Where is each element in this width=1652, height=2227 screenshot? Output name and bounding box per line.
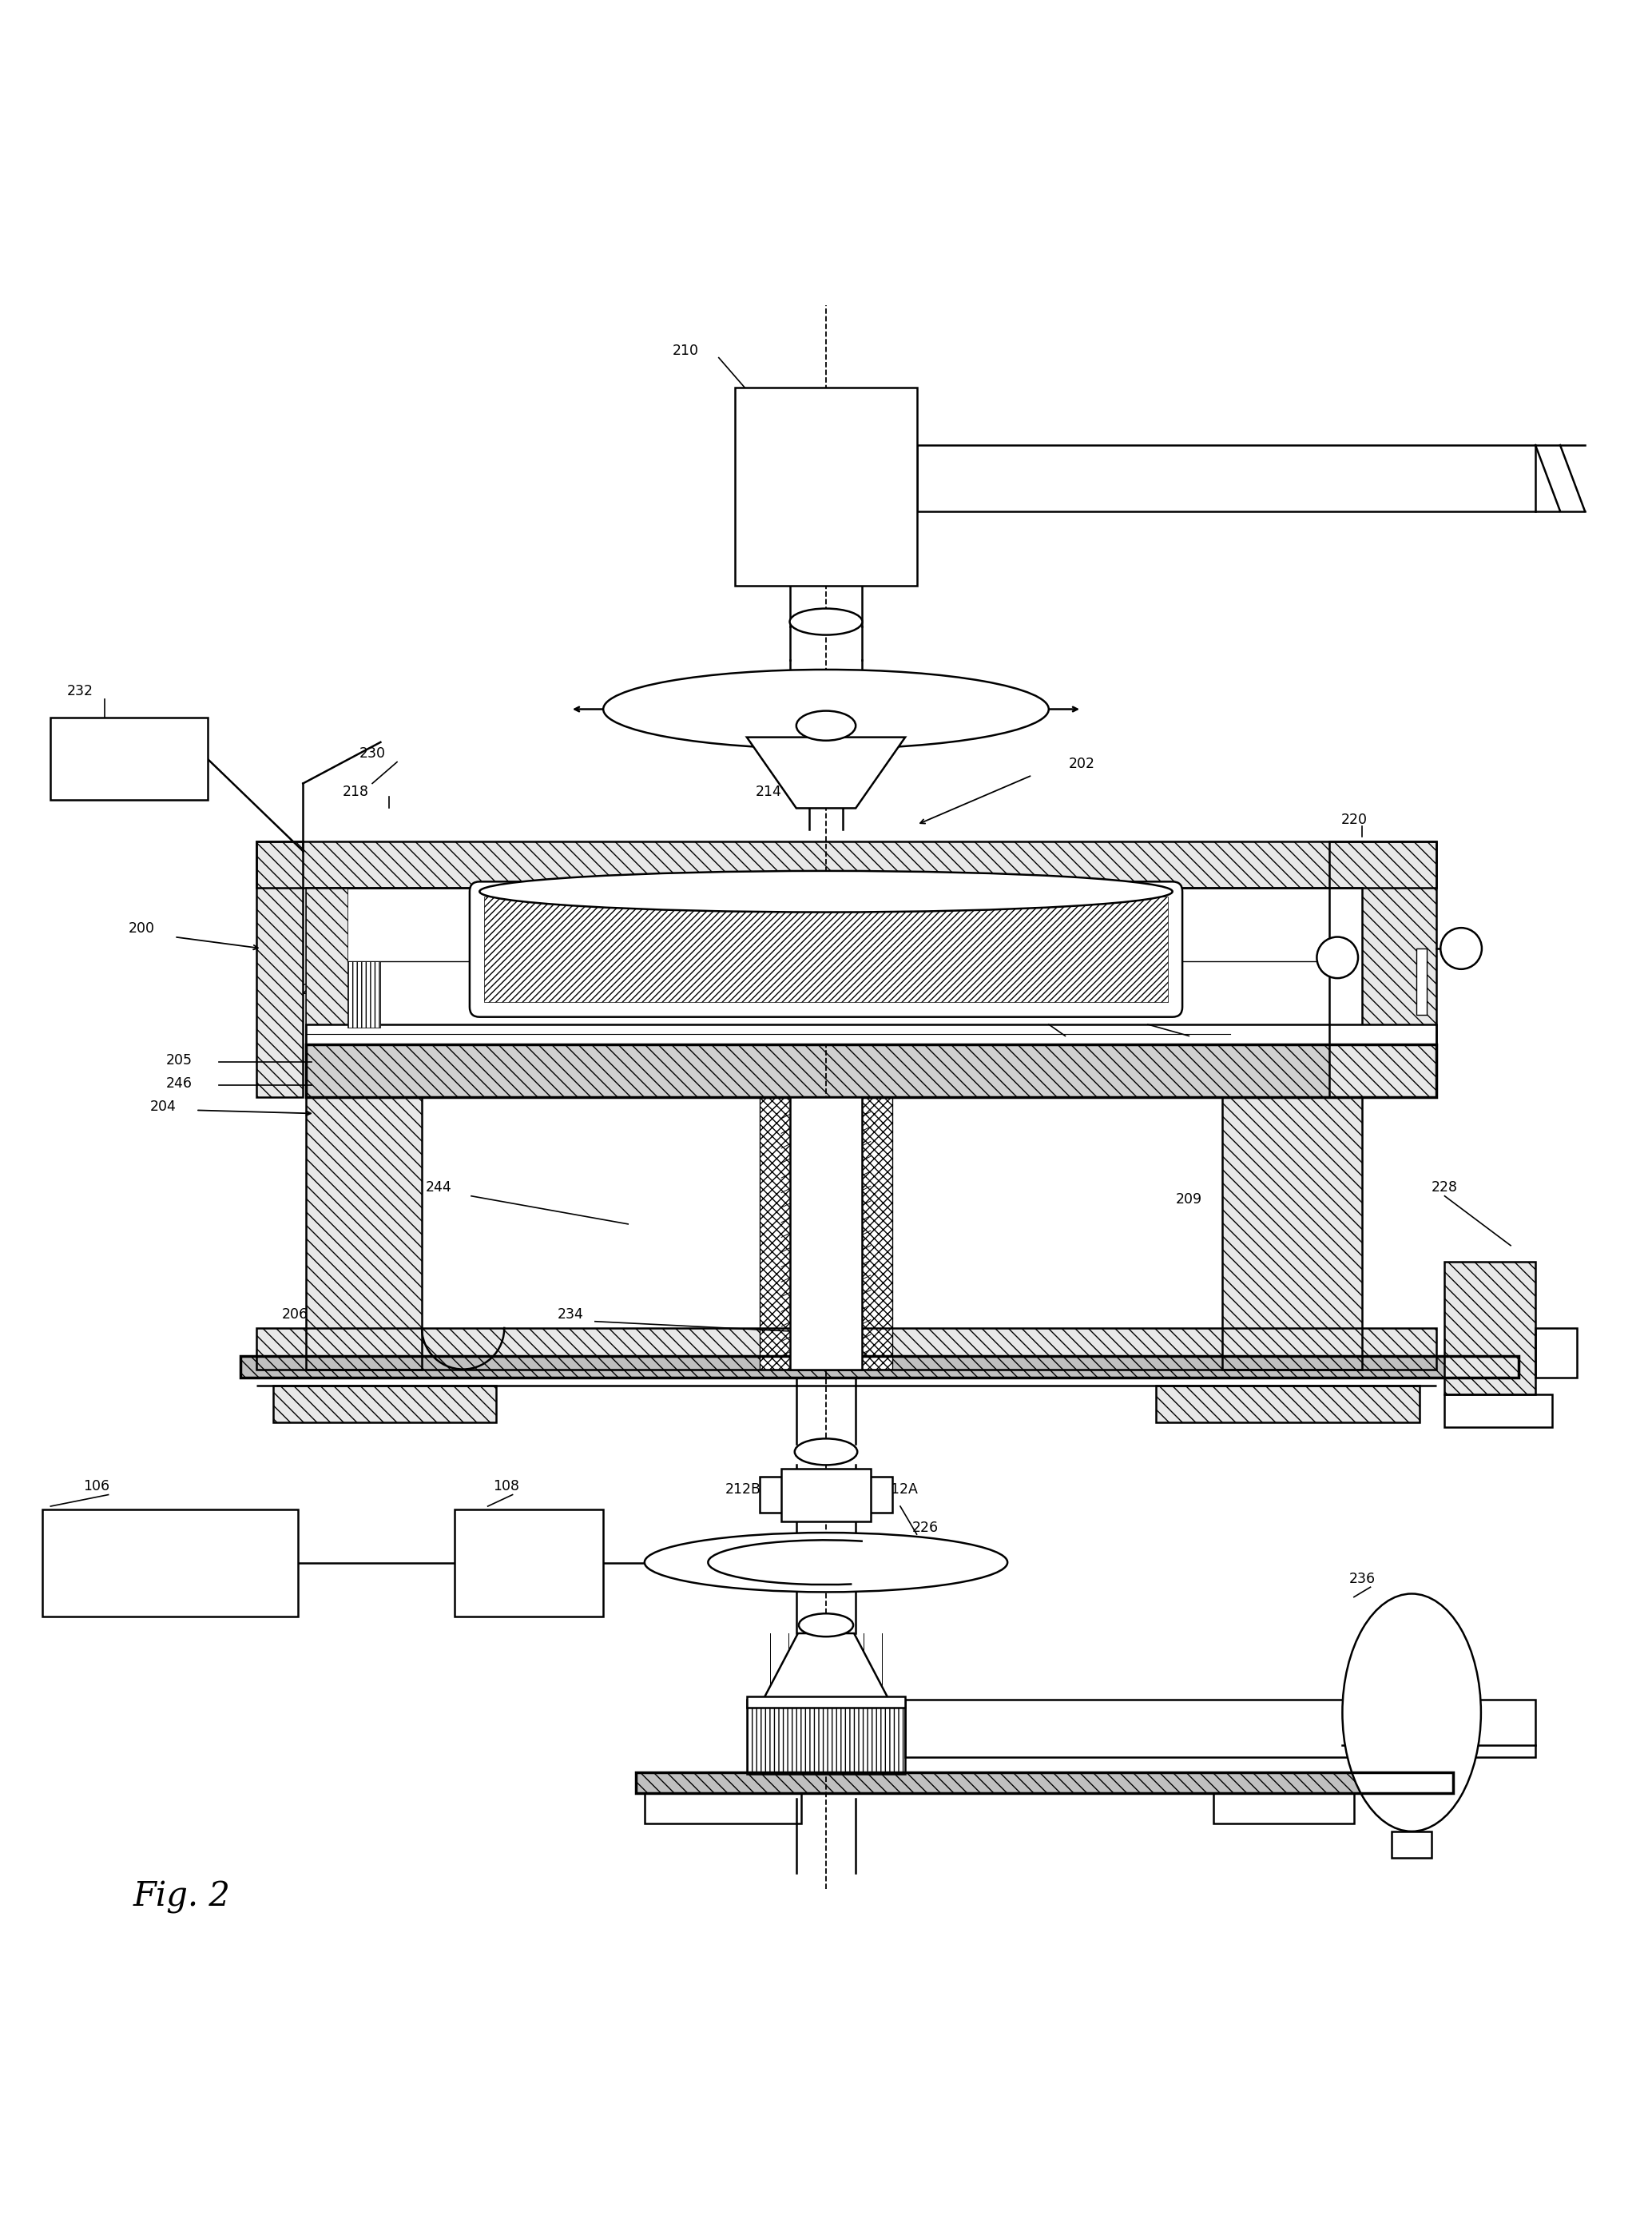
Bar (1222, 1098, 1363, 1370)
Text: 226: 226 (912, 1521, 938, 1534)
Bar (1444, 1394, 1551, 1428)
Bar (1156, 1385, 1421, 1423)
Polygon shape (763, 1632, 889, 1699)
Bar (273, 1385, 496, 1423)
Bar (306, 1098, 421, 1370)
Ellipse shape (479, 871, 1173, 913)
Text: 234: 234 (557, 1307, 583, 1323)
Text: 242: 242 (116, 750, 142, 766)
Bar (256, 842, 1437, 886)
Bar (43, 1510, 297, 1617)
Bar (256, 842, 302, 1098)
Text: 108: 108 (492, 1479, 519, 1494)
Text: 206: 206 (281, 1307, 307, 1323)
Text: Fig. 2: Fig. 2 (134, 1880, 230, 1915)
Bar (306, 886, 347, 1044)
Text: 214: 214 (755, 784, 781, 799)
Bar (1214, 1793, 1355, 1824)
Text: 209: 209 (1176, 1191, 1203, 1207)
Bar (347, 962, 380, 1027)
Bar (1330, 842, 1437, 1098)
Text: 228: 228 (1432, 1180, 1457, 1196)
Bar (484, 897, 1168, 1002)
Bar (1393, 1831, 1432, 1857)
Text: 212A: 212A (882, 1483, 919, 1497)
Text: 218: 218 (1110, 1011, 1137, 1024)
Ellipse shape (790, 608, 862, 635)
Ellipse shape (1441, 929, 1482, 969)
Text: 218: 218 (342, 784, 368, 799)
Text: 205: 205 (167, 1053, 193, 1069)
Bar (905, 1699, 1535, 1757)
Text: 212B: 212B (725, 1483, 762, 1497)
Bar (1444, 1263, 1535, 1394)
Bar (306, 1044, 1437, 1098)
Text: 203: 203 (301, 982, 327, 998)
Bar (1214, 1793, 1355, 1824)
Text: 230: 230 (358, 746, 385, 762)
Bar (644, 1793, 801, 1824)
Bar (240, 1356, 1518, 1379)
Ellipse shape (1317, 938, 1358, 978)
Bar (51, 717, 208, 799)
Bar (809, 387, 843, 586)
Bar (644, 1793, 801, 1824)
Bar (1535, 1327, 1576, 1379)
Bar (1156, 1385, 1421, 1423)
Polygon shape (747, 737, 905, 808)
Text: 204: 204 (150, 1100, 175, 1114)
Bar (256, 1327, 1437, 1370)
Ellipse shape (1343, 1595, 1480, 1831)
Bar (781, 1468, 871, 1521)
Text: 202: 202 (1069, 757, 1095, 771)
Text: 200: 200 (129, 922, 155, 935)
Bar (760, 1477, 892, 1512)
FancyBboxPatch shape (469, 882, 1183, 1018)
Text: 106: 106 (84, 1479, 111, 1494)
Bar (747, 1699, 905, 1773)
Text: 210: 210 (672, 343, 699, 359)
Bar (917, 445, 1535, 512)
Text: 244: 244 (425, 1180, 451, 1196)
Bar (1417, 949, 1427, 1016)
Bar (273, 1385, 496, 1423)
Bar (1222, 1098, 1363, 1370)
Bar (636, 1773, 1452, 1793)
Bar (306, 1024, 1437, 1044)
Text: 232: 232 (68, 684, 94, 699)
Ellipse shape (603, 670, 1049, 748)
Bar (306, 886, 1363, 1044)
Bar (256, 842, 1437, 886)
Bar (306, 1098, 421, 1370)
Ellipse shape (796, 710, 856, 742)
Text: 208: 208 (1052, 987, 1079, 1002)
Bar (256, 1327, 1437, 1370)
Bar (760, 1098, 892, 1370)
Bar (747, 1699, 905, 1773)
Bar (306, 1044, 1437, 1098)
Ellipse shape (800, 1615, 852, 1637)
Bar (454, 1510, 603, 1617)
Bar (1444, 1263, 1535, 1394)
Text: 238: 238 (1008, 1011, 1034, 1024)
Bar (240, 1356, 1518, 1379)
Bar (790, 1098, 862, 1370)
Bar (256, 842, 302, 1098)
Ellipse shape (644, 1532, 1008, 1592)
Text: 236: 236 (1350, 1572, 1376, 1586)
Bar (760, 1098, 892, 1370)
Bar (636, 1773, 1452, 1793)
Text: COMPUTER: COMPUTER (131, 1557, 210, 1570)
Ellipse shape (795, 1439, 857, 1465)
Text: 220: 220 (1341, 813, 1368, 826)
Bar (735, 387, 917, 586)
Bar (1330, 842, 1437, 1098)
Bar (747, 1697, 905, 1708)
Text: 246: 246 (167, 1076, 193, 1091)
